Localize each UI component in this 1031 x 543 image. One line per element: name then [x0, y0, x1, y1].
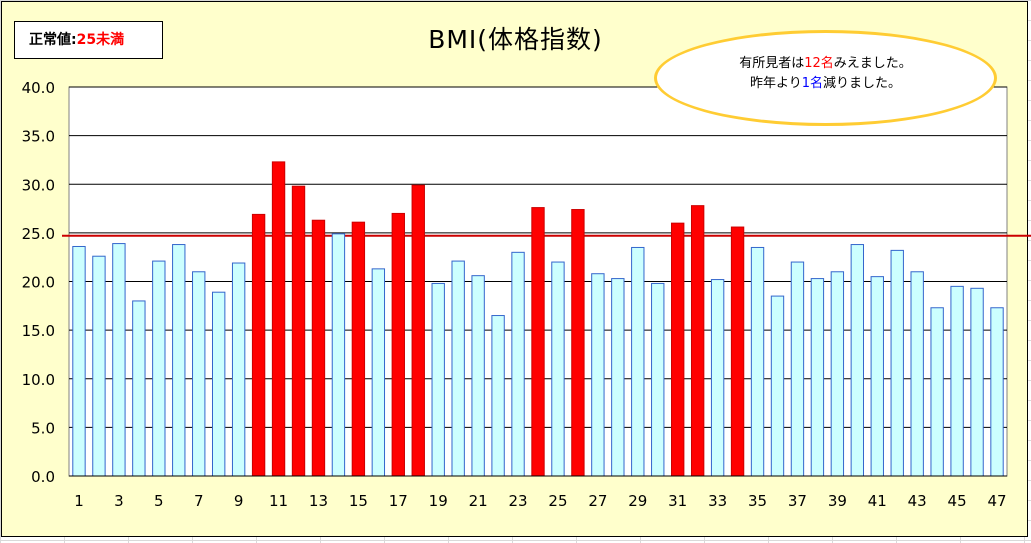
x-tick-label: 45 — [948, 492, 967, 510]
bar-over-threshold — [531, 207, 545, 477]
x-tick-label: 39 — [828, 492, 847, 510]
bar — [451, 260, 465, 477]
x-tick-label: 7 — [194, 492, 204, 510]
bar — [810, 278, 825, 477]
findings-line-2-pre: 昨年より — [749, 76, 802, 91]
bar — [371, 268, 386, 477]
y-tick-label: 15.0 — [22, 322, 55, 340]
bar-over-threshold — [271, 161, 286, 477]
bar-over-threshold — [311, 219, 326, 477]
bar — [750, 246, 765, 477]
y-tick-label: 5.0 — [31, 419, 55, 437]
bar — [431, 282, 445, 477]
bar — [511, 251, 525, 477]
findings-line-1-pre: 有所見者は — [739, 56, 805, 71]
bar-over-threshold — [411, 184, 425, 477]
bar — [112, 243, 126, 477]
x-tick-label: 9 — [234, 492, 244, 510]
x-tick-label: 35 — [748, 492, 767, 510]
y-tick-label: 0.0 — [31, 468, 55, 486]
x-tick-label: 29 — [628, 492, 647, 510]
x-tick-label: 41 — [868, 492, 887, 510]
bar — [930, 307, 944, 477]
x-tick-label: 31 — [668, 492, 687, 510]
standard-value: 25未満 — [76, 32, 125, 48]
findings-line-1: 有所見者は12名みえました。 — [657, 54, 994, 74]
y-tick-label: 25.0 — [22, 225, 55, 243]
bar-over-threshold — [671, 222, 685, 477]
bar — [72, 245, 86, 477]
bar-over-threshold — [291, 185, 306, 477]
bar-over-threshold — [391, 212, 405, 477]
bar — [491, 315, 505, 477]
bar-over-threshold — [351, 221, 366, 477]
x-tick-label: 5 — [154, 492, 164, 510]
bar — [850, 244, 865, 477]
bar — [132, 300, 146, 477]
x-tick-label: 21 — [469, 492, 488, 510]
x-tick-label: 15 — [349, 492, 368, 510]
bar — [790, 261, 805, 477]
bar — [231, 262, 246, 477]
bar — [651, 282, 665, 477]
findings-line-2-post: 減りました。 — [823, 76, 902, 91]
bar — [710, 279, 725, 477]
findings-line-2: 昨年より1名減りました。 — [657, 74, 994, 94]
standard-value-box: 正常値:25未満 — [14, 21, 163, 59]
y-tick-label: 40.0 — [22, 79, 55, 97]
bar — [970, 287, 984, 477]
bar — [910, 271, 924, 477]
x-tick-label: 37 — [788, 492, 807, 510]
bar — [890, 249, 904, 477]
bar — [471, 275, 485, 477]
y-tick-label: 10.0 — [22, 371, 55, 389]
bar — [331, 233, 346, 477]
bar — [152, 260, 166, 477]
standard-label: 正常値: — [29, 32, 77, 48]
x-tick-label: 47 — [987, 492, 1006, 510]
bar — [770, 295, 785, 477]
x-tick-label: 19 — [429, 492, 448, 510]
bar — [192, 271, 206, 477]
y-tick-label: 20.0 — [22, 274, 55, 292]
findings-change-count: 1名 — [801, 76, 823, 91]
bar — [830, 271, 845, 477]
bar — [211, 291, 226, 477]
bar-over-threshold — [690, 205, 705, 477]
bar — [172, 244, 186, 477]
x-tick-label: 1 — [74, 492, 84, 510]
findings-count: 12名 — [804, 56, 834, 71]
x-tick-label: 27 — [588, 492, 607, 510]
x-tick-label: 25 — [548, 492, 567, 510]
bar — [631, 246, 645, 477]
x-tick-label: 17 — [389, 492, 408, 510]
x-tick-label: 33 — [708, 492, 727, 510]
x-tick-label: 23 — [508, 492, 527, 510]
bar — [92, 255, 106, 477]
bar — [950, 285, 964, 477]
y-tick-label: 35.0 — [22, 128, 55, 146]
x-tick-label: 13 — [309, 492, 328, 510]
bar — [611, 278, 625, 477]
bar-over-threshold — [730, 226, 745, 477]
x-tick-label: 43 — [908, 492, 927, 510]
bar-over-threshold — [251, 213, 266, 477]
bar — [551, 261, 565, 477]
bar — [591, 273, 605, 477]
findings-callout: 有所見者は12名みえました。 昨年より1名減りました。 — [654, 30, 997, 126]
findings-line-1-post: みえました。 — [833, 56, 912, 71]
bar — [870, 276, 884, 477]
chart-title: BMI(体格指数) — [428, 25, 603, 54]
x-tick-label: 3 — [114, 492, 124, 510]
y-tick-label: 30.0 — [22, 176, 55, 194]
bar — [990, 307, 1004, 477]
x-tick-label: 11 — [269, 492, 288, 510]
bar-over-threshold — [571, 209, 585, 477]
